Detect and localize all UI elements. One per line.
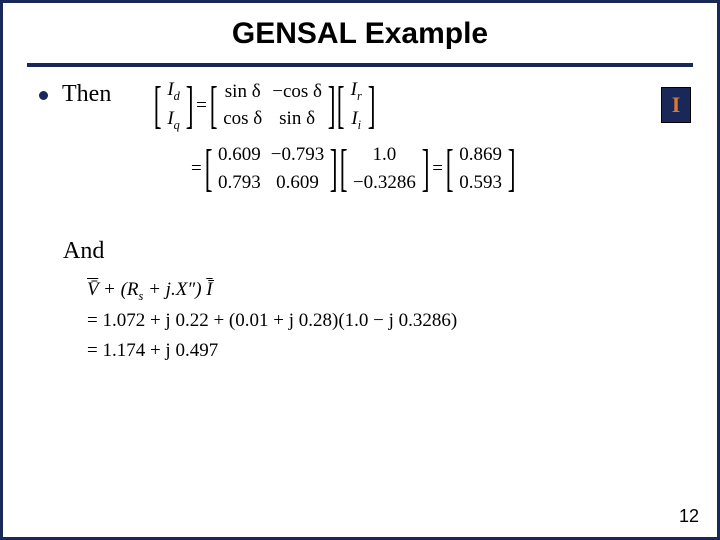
page-number: 12 — [679, 506, 699, 527]
equation-block-2: V̄ + (Rs + j.X″) Ī = 1.072 + j 0.22 + (0… — [87, 277, 607, 364]
page-title: GENSAL Example — [3, 17, 717, 51]
bullet-dot-icon — [39, 91, 48, 100]
lead-then: Then — [62, 81, 111, 108]
equation-block-1: [ Id Iq ] = [ sin δ cos δ −cos δ sin δ ]… — [155, 73, 625, 199]
lead-and: And — [63, 238, 681, 265]
